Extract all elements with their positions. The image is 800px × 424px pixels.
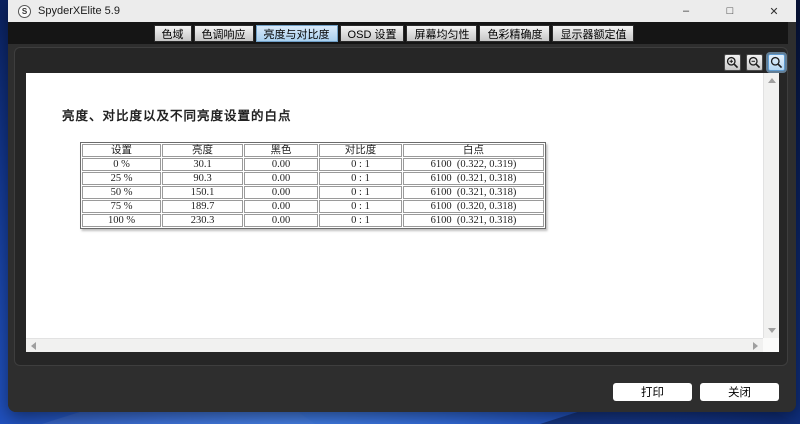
zoom-fit-button[interactable] <box>768 54 785 71</box>
table-cell: 0.00 <box>244 200 318 213</box>
footer-button-bar: 打印 关闭 <box>613 383 779 401</box>
main-area: 亮度、对比度以及不同亮度设置的白点 设置 亮度 黑色 <box>8 44 796 412</box>
table-row: 50 % 150.1 0.00 0 : 1 6100 (0.321, 0.318… <box>82 186 544 199</box>
table-header-row: 设置 亮度 黑色 对比度 白点 <box>82 144 544 157</box>
col-header-whitepoint: 白点 <box>403 144 544 157</box>
table-cell: 6100 (0.320, 0.318) <box>403 200 544 213</box>
table-cell: 0 : 1 <box>319 158 402 171</box>
magnifier-plus-icon <box>726 56 739 69</box>
table-cell: 75 % <box>82 200 161 213</box>
table-cell: 0 : 1 <box>319 172 402 185</box>
table-cell: 6100 (0.321, 0.318) <box>403 186 544 199</box>
table-cell: 50 % <box>82 186 161 199</box>
print-button[interactable]: 打印 <box>613 383 692 401</box>
col-header-black: 黑色 <box>244 144 318 157</box>
tab-color-accuracy[interactable]: 色彩精确度 <box>479 25 551 42</box>
table-cell: 189.7 <box>162 200 243 213</box>
scroll-down-arrow-icon[interactable] <box>768 328 776 333</box>
tab-bar: 色域 色调响应 亮度与对比度 OSD 设置 屏幕均匀性 色彩精确度 显示器额定值 <box>8 22 788 44</box>
table-cell: 6100 (0.322, 0.319) <box>403 158 544 171</box>
table-cell: 0.00 <box>244 158 318 171</box>
magnifier-minus-icon <box>748 56 761 69</box>
close-window-button[interactable]: ✕ <box>769 5 779 18</box>
minimize-button[interactable]: – <box>682 5 690 17</box>
report-title: 亮度、对比度以及不同亮度设置的白点 <box>62 109 292 123</box>
col-header-contrast: 对比度 <box>319 144 402 157</box>
window-title: SpyderXElite 5.9 <box>38 5 120 17</box>
maximize-button[interactable]: □ <box>726 5 734 17</box>
horizontal-scrollbar[interactable] <box>26 338 763 352</box>
table-cell: 6100 (0.321, 0.318) <box>403 214 544 227</box>
tab-osd-settings[interactable]: OSD 设置 <box>339 25 405 42</box>
tab-screen-uniformity[interactable]: 屏幕均匀性 <box>406 25 478 42</box>
report-page: 亮度、对比度以及不同亮度设置的白点 设置 亮度 黑色 <box>26 73 779 352</box>
scroll-up-arrow-icon[interactable] <box>768 78 776 83</box>
app-logo-icon: S <box>18 4 31 18</box>
scroll-right-arrow-icon[interactable] <box>753 342 758 350</box>
col-header-setting: 设置 <box>82 144 161 157</box>
table-cell: 0 : 1 <box>319 200 402 213</box>
tab-brightness-contrast[interactable]: 亮度与对比度 <box>255 25 338 42</box>
scrollbar-corner <box>763 338 779 352</box>
titlebar: S SpyderXElite 5.9 – □ ✕ <box>8 0 796 22</box>
table-row: 100 % 230.3 0.00 0 : 1 6100 (0.321, 0.31… <box>82 214 544 227</box>
table-row: 75 % 189.7 0.00 0 : 1 6100 (0.320, 0.318… <box>82 200 544 213</box>
tab-monitor-ratings[interactable]: 显示器额定值 <box>552 25 635 42</box>
table-cell: 230.3 <box>162 214 243 227</box>
table-row: 25 % 90.3 0.00 0 : 1 6100 (0.321, 0.318) <box>82 172 544 185</box>
zoom-toolbar <box>724 54 785 71</box>
zoom-out-button[interactable] <box>746 54 763 71</box>
measurement-table: 设置 亮度 黑色 对比度 白点 0 % 30.1 <box>80 142 546 229</box>
table-cell: 0 : 1 <box>319 186 402 199</box>
window-controls: – □ ✕ <box>664 0 796 22</box>
table-cell: 90.3 <box>162 172 243 185</box>
table-cell: 25 % <box>82 172 161 185</box>
table-cell: 150.1 <box>162 186 243 199</box>
app-window: S SpyderXElite 5.9 – □ ✕ 色域 色调响应 亮度与对比度 … <box>8 0 796 412</box>
tab-gamut[interactable]: 色域 <box>153 25 192 42</box>
vertical-scrollbar[interactable] <box>763 73 779 338</box>
col-header-brightness: 亮度 <box>162 144 243 157</box>
table-cell: 0.00 <box>244 186 318 199</box>
table-cell: 0 : 1 <box>319 214 402 227</box>
table-cell: 100 % <box>82 214 161 227</box>
preview-panel: 亮度、对比度以及不同亮度设置的白点 设置 亮度 黑色 <box>14 47 788 366</box>
report-content: 亮度、对比度以及不同亮度设置的白点 设置 亮度 黑色 <box>26 73 763 338</box>
zoom-in-button[interactable] <box>724 54 741 71</box>
table-cell: 0.00 <box>244 214 318 227</box>
table-cell: 30.1 <box>162 158 243 171</box>
tab-tone-response[interactable]: 色调响应 <box>193 25 254 42</box>
table-cell: 6100 (0.321, 0.318) <box>403 172 544 185</box>
table-cell: 0 % <box>82 158 161 171</box>
close-dialog-button[interactable]: 关闭 <box>700 383 779 401</box>
table-cell: 0.00 <box>244 172 318 185</box>
table-row: 0 % 30.1 0.00 0 : 1 6100 (0.322, 0.319) <box>82 158 544 171</box>
magnifier-icon <box>770 56 783 69</box>
scroll-left-arrow-icon[interactable] <box>31 342 36 350</box>
